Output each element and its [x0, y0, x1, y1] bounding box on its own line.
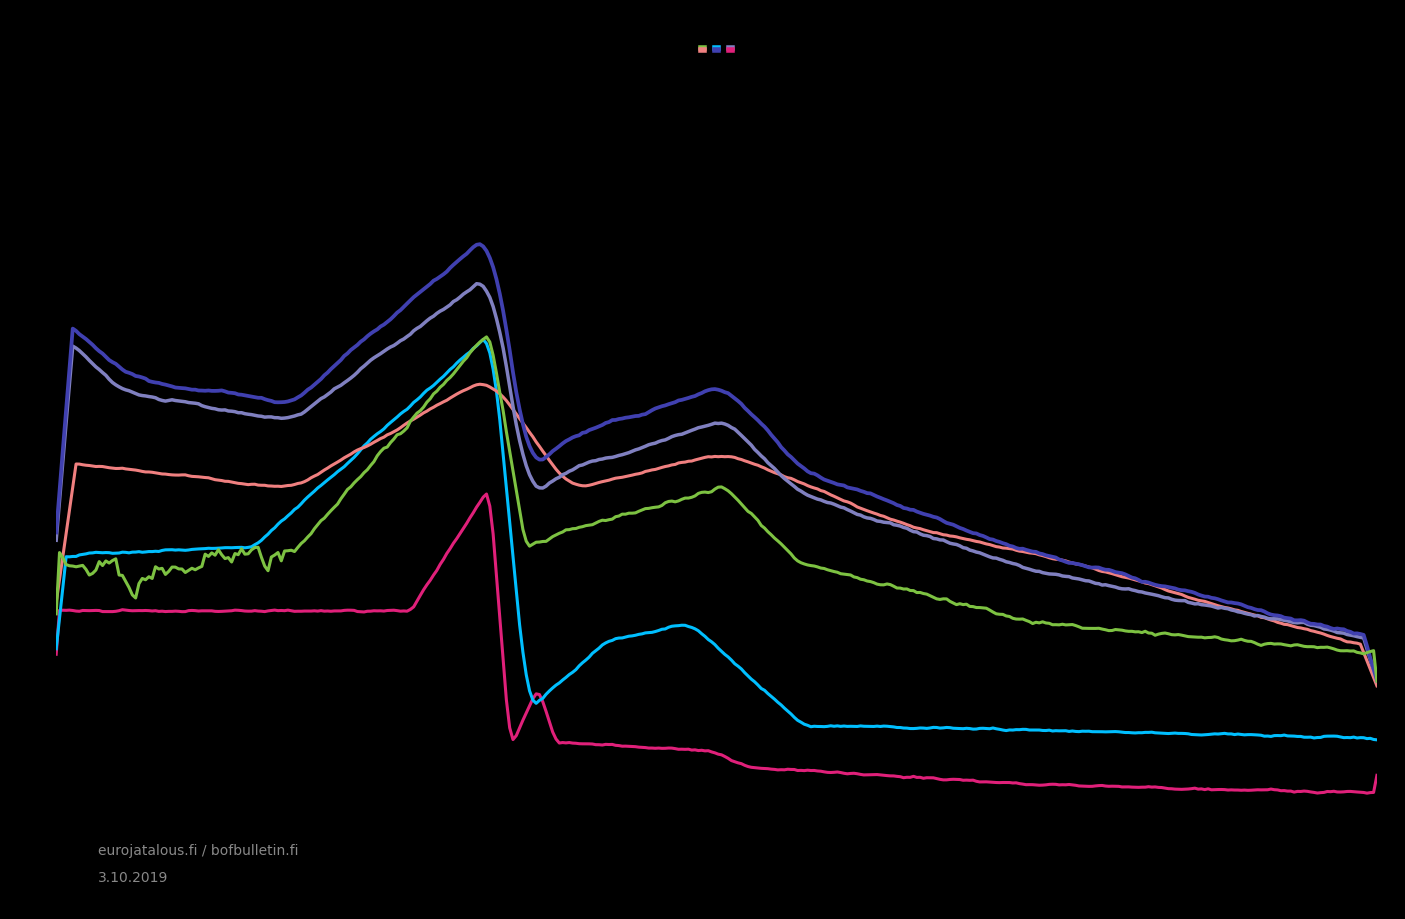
Text: 3.10.2019: 3.10.2019 [98, 871, 169, 885]
Legend: , , , , , : , , , , , [700, 47, 733, 51]
Text: eurojatalous.fi / bofbulletin.fi: eurojatalous.fi / bofbulletin.fi [98, 844, 299, 857]
